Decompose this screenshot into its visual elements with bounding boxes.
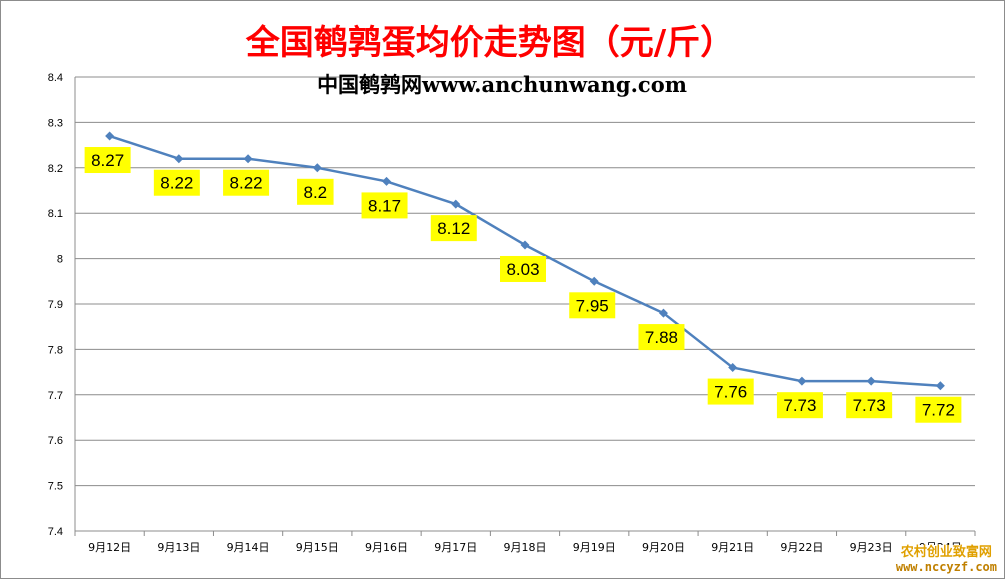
data-label: 8.12 [437, 219, 470, 238]
data-point [728, 363, 738, 373]
data-label-bg [500, 255, 546, 282]
y-tick-label: 7.6 [48, 435, 63, 447]
y-tick-label: 7.8 [48, 344, 63, 356]
data-label: 7.73 [783, 396, 816, 415]
data-label: 8.27 [91, 151, 124, 170]
y-tick-label: 8.4 [48, 72, 63, 84]
data-label: 8.22 [160, 174, 193, 193]
data-point [312, 163, 322, 173]
data-point [797, 376, 807, 386]
y-tick-label: 8.2 [48, 163, 63, 175]
data-label-bg [430, 215, 477, 242]
data-label: 7.88 [645, 328, 678, 347]
x-tick-label: 9月20日 [642, 541, 685, 554]
x-tick-label: 9月12日 [88, 541, 131, 554]
data-label-bg [638, 324, 685, 351]
data-label: 8.22 [230, 174, 263, 193]
data-label-bg [361, 192, 408, 219]
x-tick-label: 9月23日 [850, 541, 893, 554]
data-point [866, 376, 876, 386]
data-label: 7.95 [576, 296, 609, 315]
data-label-bg [569, 292, 616, 319]
data-point [174, 154, 184, 164]
data-label: 7.73 [853, 396, 886, 415]
data-point [935, 381, 945, 391]
y-tick-label: 7.7 [48, 390, 63, 402]
chart-title: 全国鹌鹑蛋均价走势图（元/斤） [245, 23, 734, 63]
data-point [658, 308, 668, 318]
chart-subtitle: 中国鹌鹑网www.anchunwang.com [317, 72, 687, 97]
data-label: 7.76 [714, 383, 747, 402]
data-point [243, 154, 253, 164]
data-label-bg [846, 392, 893, 419]
watermark: 农村创业致富网 www.nccyzf.com [893, 545, 999, 575]
y-tick-label: 7.4 [48, 526, 63, 538]
x-tick-label: 9月21日 [711, 541, 754, 554]
x-tick-label: 9月15日 [296, 541, 339, 554]
y-tick-label: 7.5 [48, 481, 63, 493]
data-point [589, 276, 599, 286]
data-label-bg [297, 178, 334, 205]
data-label-bg [223, 169, 270, 196]
data-label: 8.03 [506, 260, 539, 279]
data-point [451, 199, 461, 209]
watermark-url: www.nccyzf.com [895, 560, 997, 574]
x-tick-label: 9月18日 [504, 541, 547, 554]
data-label-bg [776, 392, 823, 419]
y-tick-label: 8.1 [48, 208, 63, 220]
data-label-bg [707, 378, 754, 405]
data-point [382, 176, 392, 186]
data-label-bg [153, 169, 200, 196]
x-tick-label: 9月14日 [227, 541, 270, 554]
x-tick-label: 9月19日 [573, 541, 616, 554]
x-tick-label: 9月22日 [780, 541, 823, 554]
y-tick-label: 7.9 [48, 299, 63, 311]
data-label: 7.72 [922, 401, 955, 420]
y-tick-label: 8 [57, 254, 63, 266]
data-label-bg [915, 396, 962, 423]
data-label: 8.17 [368, 196, 401, 215]
data-point [105, 131, 115, 141]
data-label: 8.2 [303, 183, 327, 202]
x-tick-label: 9月13日 [157, 541, 200, 554]
y-tick-label: 8.3 [48, 117, 63, 129]
watermark-site-name: 农村创业致富网 [900, 545, 992, 560]
data-point [520, 240, 530, 250]
x-tick-label: 9月16日 [365, 541, 408, 554]
x-tick-label: 9月17日 [434, 541, 477, 554]
data-label-bg [84, 147, 131, 174]
